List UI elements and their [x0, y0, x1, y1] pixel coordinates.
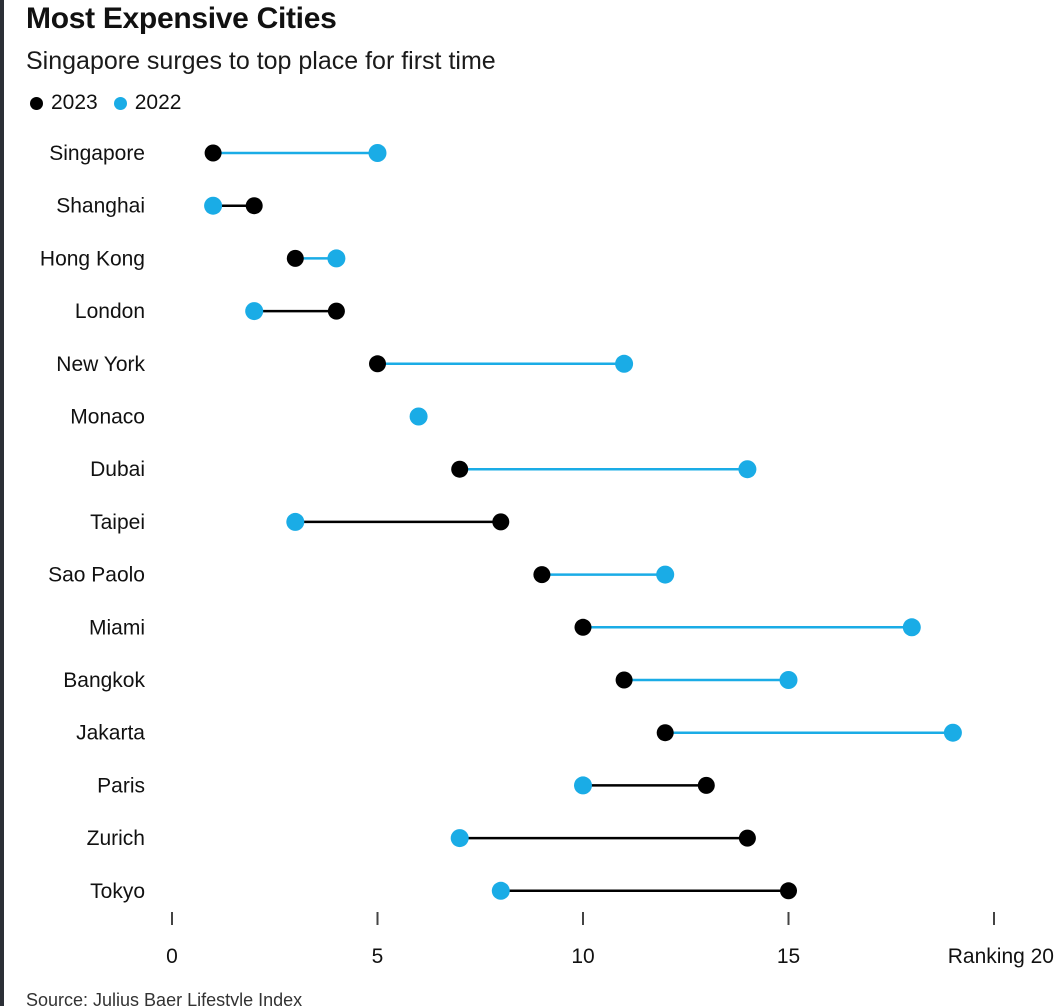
source-note: Source: Julius Baer Lifestyle Index	[26, 990, 303, 1006]
city-label-hong-kong: Hong Kong	[40, 247, 145, 270]
point-2023-jakarta	[656, 724, 674, 742]
point-2023-shanghai	[245, 197, 263, 215]
city-label-taipei: Taipei	[90, 511, 145, 534]
city-label-london: London	[75, 300, 145, 323]
point-2022-zurich	[450, 829, 469, 848]
x-tick-label-15: 15	[777, 945, 800, 968]
x-tick-label-0: 0	[166, 945, 178, 968]
point-2023-zurich	[738, 829, 756, 847]
x-tick-label-5: 5	[372, 945, 384, 968]
city-label-tokyo: Tokyo	[90, 880, 145, 903]
point-2023-new-york	[369, 355, 386, 373]
point-2023-hong-kong	[286, 249, 304, 267]
point-2022-miami	[902, 618, 921, 637]
point-2023-taipei	[492, 513, 510, 531]
city-label-zurich: Zurich	[87, 827, 145, 850]
city-label-jakarta: Jakarta	[76, 722, 145, 745]
city-label-bangkok: Bangkok	[63, 669, 145, 692]
point-2022-dubai	[738, 460, 757, 479]
legend-dot-2023	[30, 96, 43, 110]
legend-entry-2022: 2022	[113, 91, 182, 115]
city-label-sao-paolo: Sao Paolo	[48, 564, 145, 587]
city-label-monaco: Monaco	[70, 406, 145, 429]
x-tick-label-10: 10	[571, 945, 594, 968]
legend-label-2022: 2022	[134, 91, 182, 114]
chart-subtitle: Singapore surges to top place for first …	[26, 47, 496, 75]
point-2023-tokyo	[780, 882, 797, 900]
point-2023-sao-paolo	[533, 566, 551, 584]
city-label-paris: Paris	[97, 774, 145, 797]
point-2022-new-york	[615, 354, 634, 373]
city-label-new-york: New York	[56, 353, 145, 376]
legend: 2023 2022	[30, 91, 197, 115]
point-2022-taipei	[286, 512, 305, 531]
legend-label-2023: 2023	[51, 91, 98, 114]
chart-title: Most Expensive Cities	[26, 2, 337, 35]
legend-dot-2022	[113, 96, 127, 110]
city-label-shanghai: Shanghai	[56, 195, 145, 218]
point-2022-hong-kong	[327, 249, 346, 268]
point-2022-london	[245, 302, 264, 321]
point-2023-miami	[574, 618, 592, 636]
point-2022-sao-paolo	[656, 565, 675, 584]
point-2023-paris	[697, 776, 715, 794]
point-2022-monaco	[409, 407, 428, 426]
window-edge	[0, 0, 4, 1006]
point-2022-singapore	[368, 144, 387, 162]
point-2023-bangkok	[615, 671, 633, 689]
point-2022-jakarta	[943, 723, 962, 742]
point-2022-shanghai	[204, 196, 223, 215]
legend-entry-2023: 2023	[30, 91, 98, 115]
point-2023-singapore	[204, 144, 222, 162]
point-2022-paris	[574, 776, 592, 795]
point-2023-london	[327, 302, 345, 320]
city-label-dubai: Dubai	[90, 458, 145, 481]
city-label-singapore: Singapore	[49, 142, 145, 165]
point-2022-tokyo	[491, 881, 510, 900]
city-label-miami: Miami	[89, 616, 145, 639]
point-2022-bangkok	[779, 671, 798, 689]
point-2023-dubai	[451, 460, 469, 478]
x-tick-label-20: Ranking 20	[948, 945, 1054, 968]
